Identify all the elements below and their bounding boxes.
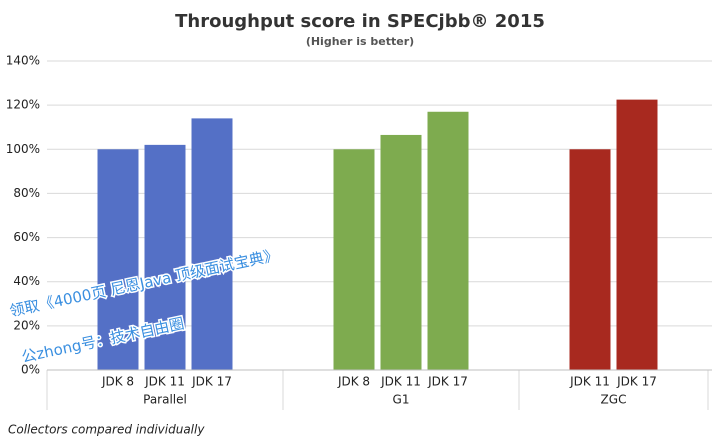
bar — [97, 149, 139, 370]
bar — [616, 99, 658, 370]
x-tick-label: JDK 11 — [380, 375, 421, 389]
y-tick-label: 20% — [13, 318, 40, 332]
chart-subtitle: (Higher is better) — [306, 35, 414, 48]
y-tick-label: 0% — [21, 363, 40, 377]
chart-title: Throughput score in SPECjbb® 2015 — [175, 11, 545, 32]
x-tick-label: JDK 17 — [427, 375, 468, 389]
group-label: Parallel — [143, 393, 187, 407]
bar — [144, 144, 186, 370]
bar — [569, 149, 611, 370]
bar — [427, 111, 469, 370]
y-tick-label: 40% — [13, 274, 40, 288]
footnote: Collectors compared individually — [8, 423, 205, 437]
y-tick-label: 120% — [6, 98, 40, 112]
x-tick-label: JDK 8 — [101, 375, 134, 389]
bar — [333, 149, 375, 370]
x-tick-label: JDK 11 — [144, 375, 185, 389]
group-label: ZGC — [601, 393, 627, 407]
x-tick-label: JDK 17 — [191, 375, 232, 389]
bar — [380, 134, 422, 370]
x-tick-label: JDK 8 — [337, 375, 370, 389]
x-tick-label: JDK 11 — [569, 375, 610, 389]
x-tick-label: JDK 17 — [616, 375, 657, 389]
group-label: G1 — [393, 393, 410, 407]
bar — [191, 118, 233, 370]
y-tick-label: 100% — [6, 142, 40, 156]
y-tick-label: 140% — [6, 54, 40, 68]
y-tick-label: 80% — [13, 186, 40, 200]
y-tick-label: 60% — [13, 230, 40, 244]
